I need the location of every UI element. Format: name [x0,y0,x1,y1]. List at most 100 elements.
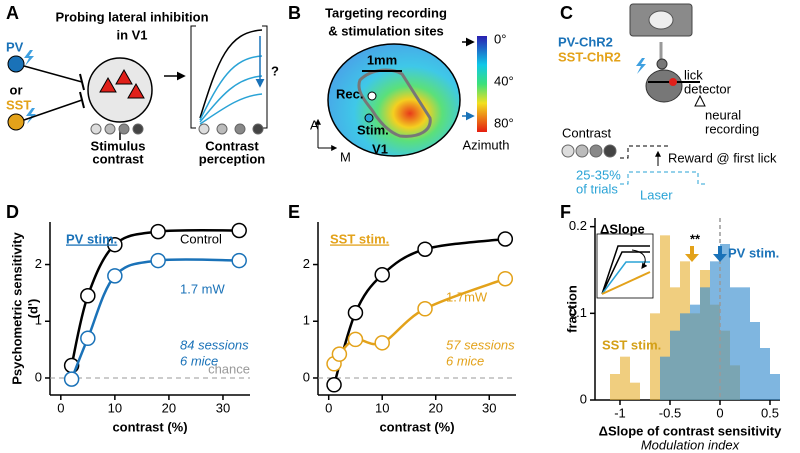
arrow [685,246,699,262]
histogram-bar [700,287,710,400]
or-label: or [10,82,23,97]
lick-label: lick [684,67,703,82]
inhibition [79,73,85,91]
area-label: V1 [372,141,388,156]
series-label: 1.7mW [446,289,488,304]
histogram-bar [720,244,730,400]
histogram-bar [710,261,720,400]
x-tick-label: 10 [108,400,122,415]
panel-b: Targeting recording & stimulation sites … [310,5,514,164]
x-tick-label: 20 [162,400,176,415]
pv-label: PV [6,39,24,54]
annotation: ** [690,231,701,246]
inset-title: ΔSlope [600,221,645,236]
arrow [713,246,727,262]
x-tick-label: 10 [375,400,389,415]
series-label: 1.7 mW [180,281,226,296]
stimulus-label: contrast [92,151,144,166]
title: Probing lateral inhibition [55,9,208,24]
y-label: Psychometric sensitivity [9,232,24,385]
panel-label: E [288,202,300,222]
sst-cell [7,113,25,131]
panel-label: A [6,3,19,23]
y-label: fraction [564,285,579,333]
annotation: 84 sessions [180,337,249,352]
chart-title: PV stim. [66,231,117,246]
y-tick-label: 2 [35,256,42,271]
bolt [26,108,36,124]
data-point [107,268,123,284]
data-point [374,335,390,351]
y-tick-label: 0.2 [569,218,587,233]
title: in V1 [116,27,147,42]
connection [23,99,83,121]
stim-label: Stim. [357,122,389,137]
panel-label: C [560,3,573,23]
rec-site [367,91,377,101]
title: & stimulation sites [328,23,444,38]
histogram-bar [610,374,620,400]
chance-label: chance [208,361,250,376]
mouse [656,58,668,70]
x-label: ΔSlope of contrast sensitivity [599,423,782,438]
histogram-bar [760,348,770,400]
histogram-bar [740,287,750,400]
axis-a: A [310,117,319,132]
chart-title: SST stim. [330,231,389,246]
orientation [317,120,336,148]
contrast-label: Contrast [562,125,612,140]
annotation: 6 mice [446,353,484,368]
gratings [561,144,617,158]
histogram-bar [660,356,670,400]
x-tick-label: 0 [57,400,64,415]
panel-a: Probing lateral inhibition in V1 PV or S… [6,9,279,166]
v1-circle [87,57,153,123]
trials-label: of trials [576,181,618,196]
title: Targeting recording [325,5,447,20]
x-sublabel: Modulation index [641,437,740,452]
histogram-bar [680,313,690,400]
connection [23,65,83,83]
panel-label: B [288,3,301,23]
rec-label: Rec. [336,86,363,101]
panel-label: F [560,202,571,222]
reward-label: Reward @ first lick [668,150,777,165]
sst-label: SST [6,97,31,112]
x-label: contrast (%) [112,419,187,434]
pv-cell [7,55,25,73]
y-tick-label: 1 [303,313,310,328]
perception-label: Contrast [205,138,259,153]
curve [199,29,263,119]
recording-label: neural [705,107,741,122]
data-point [497,231,514,247]
x-tick-label: 0.5 [761,405,779,420]
colorbar-tick: 0° [494,31,506,46]
histogram-bar [750,322,760,400]
x-tick-label: 0 [325,400,332,415]
y-tick-label: 0 [580,391,587,406]
y-tick-label: 0 [35,369,42,384]
stimulus-label: Stimulus [91,138,146,153]
data-point [80,287,96,304]
scale-label: 1mm [367,52,397,67]
panel-c: PV-ChR2 SST-ChR2 lick detector neural re… [558,3,777,202]
data-point [374,267,390,283]
data-point [417,301,433,317]
annotation: 6 mice [180,353,218,368]
histogram-bar [630,382,640,400]
x-tick-label: -1 [614,405,626,420]
colorbar-tick: 40° [494,73,514,88]
x-tick-label: 20 [428,400,442,415]
y-tick-label: 1 [35,313,42,328]
curve [199,55,263,125]
gratings [198,123,264,135]
lick-label: detector [684,81,732,96]
data-point [347,305,364,321]
y-tick-label: 2 [303,256,310,271]
panel-label: D [6,202,19,222]
histogram-bar [690,304,700,400]
inset [596,233,654,299]
stim-site [364,113,374,123]
grating [648,10,674,30]
